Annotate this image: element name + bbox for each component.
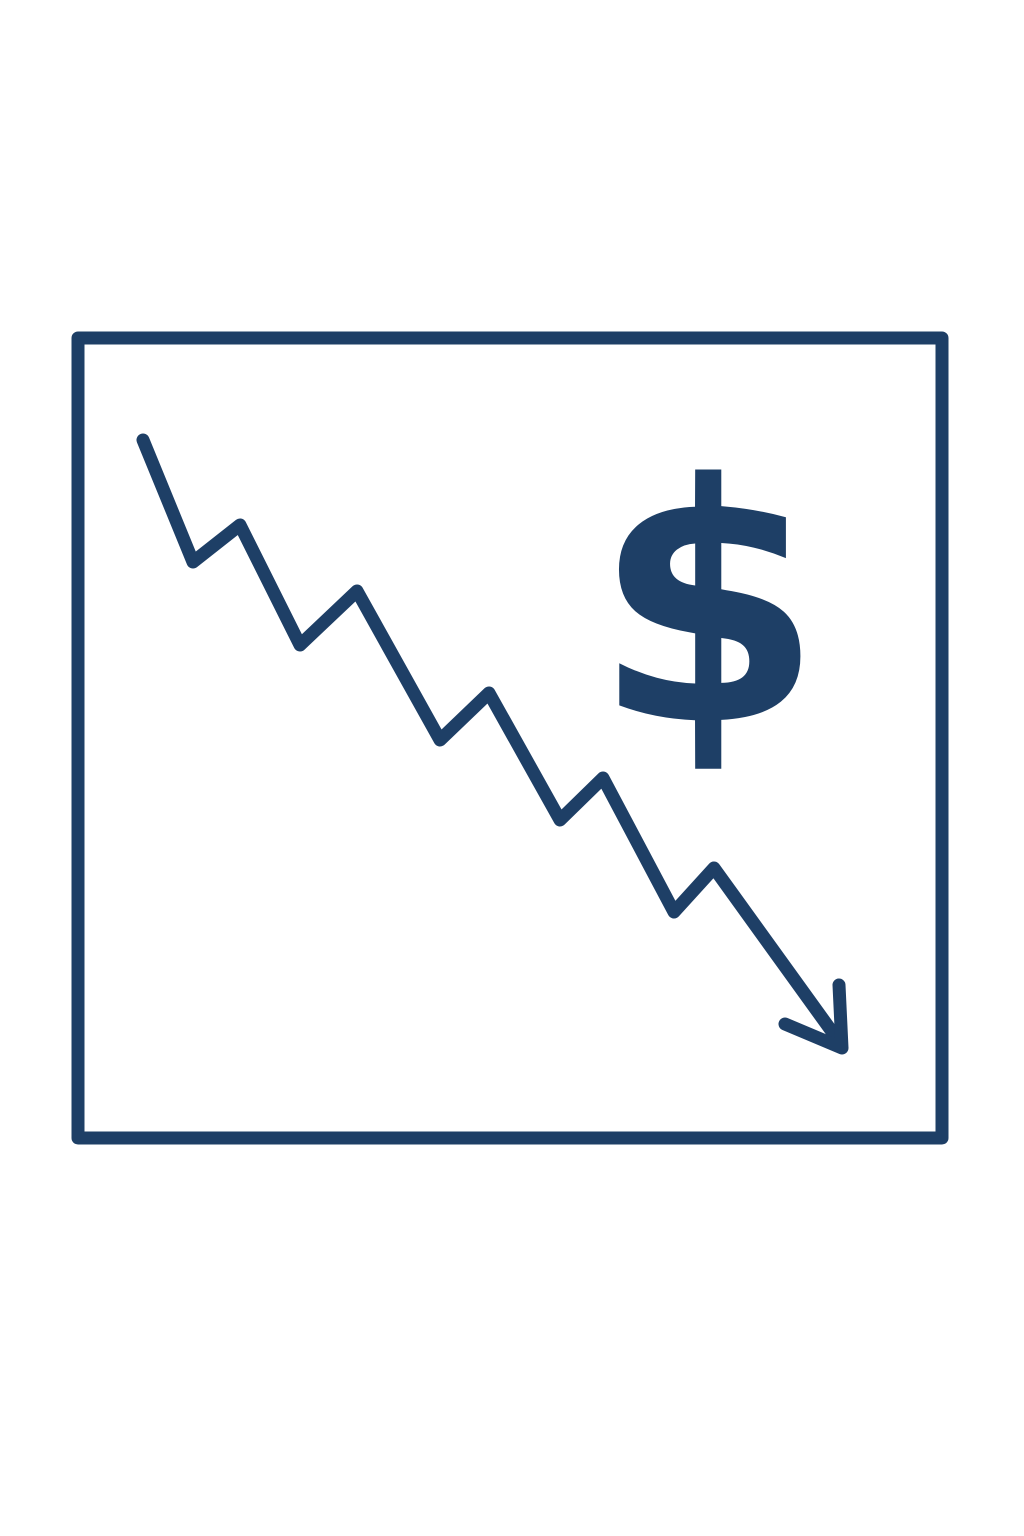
arrowhead-icon bbox=[778, 978, 849, 1055]
chart-frame bbox=[71, 331, 949, 1145]
downward-trend-line bbox=[136, 433, 845, 1047]
dollar-icon: $ bbox=[593, 414, 823, 798]
